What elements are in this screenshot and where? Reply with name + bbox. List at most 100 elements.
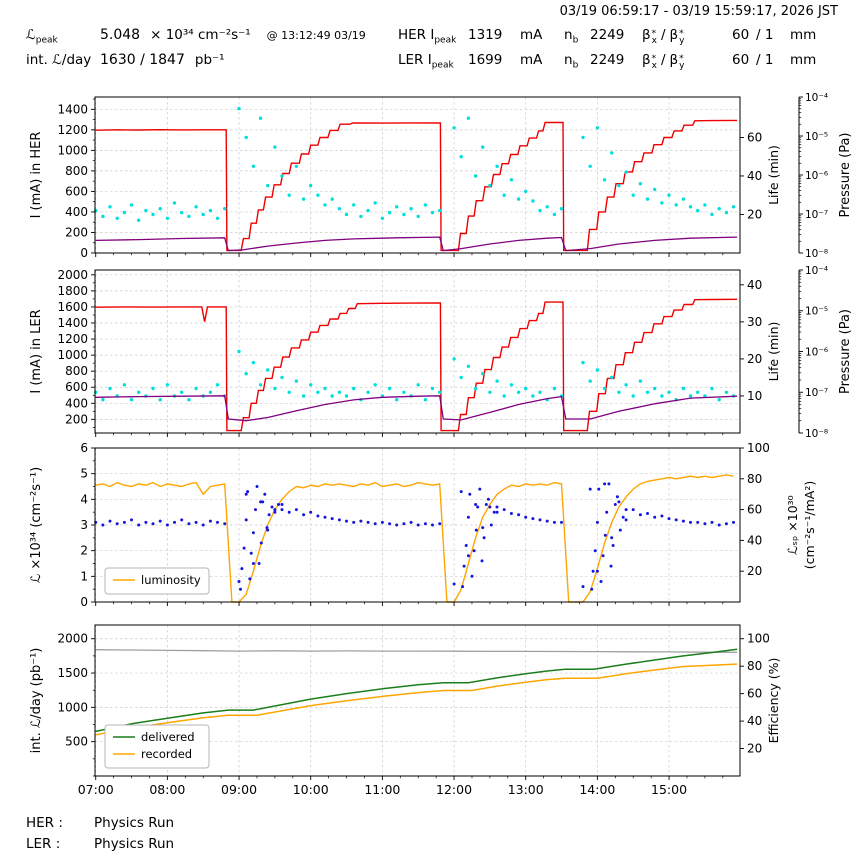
- svg-text:15:00: 15:00: [651, 782, 687, 797]
- svg-text:4: 4: [80, 492, 88, 506]
- peak-subscript: peak: [35, 35, 58, 46]
- peak-luminosity-timestamp: @ 13:12:49 03/19: [266, 29, 366, 42]
- her-run-value: Physics Run: [94, 815, 175, 831]
- svg-text:recorded: recorded: [141, 747, 192, 761]
- svg-text:100: 100: [747, 632, 770, 646]
- specific-luminosity: [94, 482, 735, 591]
- svg-text:60: 60: [747, 687, 762, 701]
- svg-text:0: 0: [80, 246, 88, 260]
- svg-text:80: 80: [747, 472, 762, 486]
- ler-ipeak-label: LER Ipeak: [398, 52, 454, 71]
- svg-text:5: 5: [80, 467, 88, 481]
- svg-text:6: 6: [80, 441, 88, 455]
- her-run-status: HER : Physics Run: [26, 815, 174, 836]
- peak-luminosity-label: ℒpeak: [26, 27, 100, 46]
- svg-text:10⁻⁵: 10⁻⁵: [805, 306, 828, 318]
- svg-text:luminosity: luminosity: [141, 573, 201, 587]
- her-ipeak-value: 1319: [468, 27, 503, 43]
- her-beta-value: 60: [732, 27, 750, 43]
- delivered: [95, 648, 738, 733]
- svg-text:600: 600: [65, 184, 88, 198]
- svg-text:09:00: 09:00: [221, 782, 257, 797]
- integrated-luminosity-value: 1630 / 1847: [100, 52, 185, 68]
- svg-text:10⁻⁸: 10⁻⁸: [805, 248, 828, 260]
- svg-text:100: 100: [747, 441, 770, 455]
- her-nb-value: 2249: [590, 27, 625, 43]
- her-beam-current: [95, 119, 738, 252]
- header-left: ℒpeak 5.048 × 10³⁴ cm⁻²s⁻¹ @ 13:12:49 03…: [26, 27, 366, 77]
- svg-text:1800: 1800: [57, 284, 88, 298]
- svg-text:20: 20: [747, 564, 762, 578]
- svg-text:1200: 1200: [57, 332, 88, 346]
- her-beta-unit: mm: [790, 27, 817, 43]
- svg-text:10: 10: [747, 389, 762, 403]
- svg-text:I (mA) in LER: I (mA) in LER: [29, 309, 44, 393]
- ler-run-status: LER : Physics Run: [26, 836, 174, 857]
- ler-nb-value: 2249: [590, 52, 625, 68]
- svg-text:2000: 2000: [57, 632, 88, 646]
- svg-text:400: 400: [65, 396, 88, 410]
- her-summary-row: HER Ipeak 1319 mA nb 2249 β * x / β * y 60 / 1…: [398, 27, 824, 52]
- svg-text:60: 60: [747, 130, 762, 144]
- svg-text:08:00: 08:00: [149, 782, 185, 797]
- svg-text:10⁻⁴: 10⁻⁴: [805, 265, 828, 277]
- svg-text:1400: 1400: [57, 316, 88, 330]
- svg-text:ℒₛₚ ×10³⁰: ℒₛₚ ×10³⁰: [785, 495, 800, 554]
- svg-text:1400: 1400: [57, 102, 88, 116]
- efficiency: [95, 649, 738, 653]
- svg-text:I (mA) in HER: I (mA) in HER: [29, 132, 44, 219]
- svg-text:20: 20: [747, 742, 762, 756]
- luminosity: [95, 474, 734, 603]
- ler-beta-unit: mm: [790, 52, 817, 68]
- datetime-range: 03/19 06:59:17 - 03/19 15:59:17, 2026 JS…: [559, 4, 838, 19]
- peak-luminosity-row: ℒpeak 5.048 × 10³⁴ cm⁻²s⁻¹ @ 13:12:49 03…: [26, 27, 366, 52]
- svg-text:80: 80: [747, 659, 762, 673]
- svg-text:2: 2: [80, 544, 88, 558]
- luminosity-panel: 0 1 2 3 4 5 6 ℒ ×10³⁴ (cm⁻²s⁻¹) 20 40 60 80 100 ℒₛₚ ×…: [29, 441, 817, 609]
- ler-beta-value: 60: [732, 52, 750, 68]
- svg-text:1000: 1000: [57, 348, 88, 362]
- svg-text:ℒ ×10³⁴ (cm⁻²s⁻¹): ℒ ×10³⁴ (cm⁻²s⁻¹): [29, 467, 44, 583]
- svg-text:Life (min): Life (min): [766, 145, 781, 205]
- svg-text:07:00: 07:00: [78, 782, 114, 797]
- svg-text:30: 30: [747, 315, 762, 329]
- svg-text:40: 40: [747, 278, 762, 292]
- integrated-luminosity-panel: 07:00 08:00 09:00 10:00 11:00 12:00 13:00 14:00…: [29, 624, 781, 797]
- svg-text:40: 40: [747, 533, 762, 547]
- svg-text:10⁻⁷: 10⁻⁷: [805, 209, 828, 221]
- svg-text:13:00: 13:00: [508, 782, 544, 797]
- svg-text:800: 800: [65, 164, 88, 178]
- svg-text:10⁻⁴: 10⁻⁴: [805, 92, 828, 104]
- ler-beam-current: [95, 298, 738, 432]
- svg-text:40: 40: [747, 714, 762, 728]
- svg-text:1600: 1600: [57, 300, 88, 314]
- her-current-panel: 0 200 400 600 800 1000 1200 1400 I (mA) in HER 20…: [29, 92, 853, 260]
- ler-pressure: [95, 395, 738, 422]
- svg-text:10⁻⁸: 10⁻⁸: [805, 428, 828, 440]
- her-beam-lifetime: [94, 106, 736, 222]
- svg-text:delivered: delivered: [141, 730, 195, 744]
- header-right: HER Ipeak 1319 mA nb 2249 β * x / β * y 60 / 1…: [398, 27, 824, 77]
- her-beta-label: β * x / β * y: [642, 27, 685, 46]
- svg-text:int. ℒ/day (pb⁻¹): int. ℒ/day (pb⁻¹): [29, 648, 44, 754]
- svg-text:3: 3: [80, 518, 88, 532]
- ler-beta-ratio: / 1: [756, 52, 774, 68]
- svg-text:Pressure (Pa): Pressure (Pa): [838, 309, 853, 394]
- svg-text:10⁻⁵: 10⁻⁵: [805, 131, 828, 143]
- svg-text:10⁻⁶: 10⁻⁶: [805, 170, 828, 182]
- svg-text:10⁻⁶: 10⁻⁶: [805, 346, 828, 358]
- svg-text:Pressure (Pa): Pressure (Pa): [838, 132, 853, 217]
- footer: HER : Physics Run LER : Physics Run: [26, 815, 174, 857]
- svg-text:600: 600: [65, 380, 88, 394]
- svg-text:12:00: 12:00: [436, 782, 472, 797]
- ler-run-value: Physics Run: [94, 836, 175, 852]
- ler-nb-label: nb: [564, 52, 579, 71]
- ler-beam-lifetime: [94, 349, 736, 402]
- svg-text:1000: 1000: [57, 143, 88, 157]
- ler-summary-row: LER Ipeak 1699 mA nb 2249 β * x / β * y 60 / 1…: [398, 52, 824, 77]
- ler-ipeak-unit: mA: [520, 52, 543, 68]
- her-beta-ratio: / 1: [756, 27, 774, 43]
- her-ipeak-unit: mA: [520, 27, 543, 43]
- ler-current-panel: 200 400 600 800 1000 1200 1400 1600 1800 2000 I (m…: [29, 265, 853, 440]
